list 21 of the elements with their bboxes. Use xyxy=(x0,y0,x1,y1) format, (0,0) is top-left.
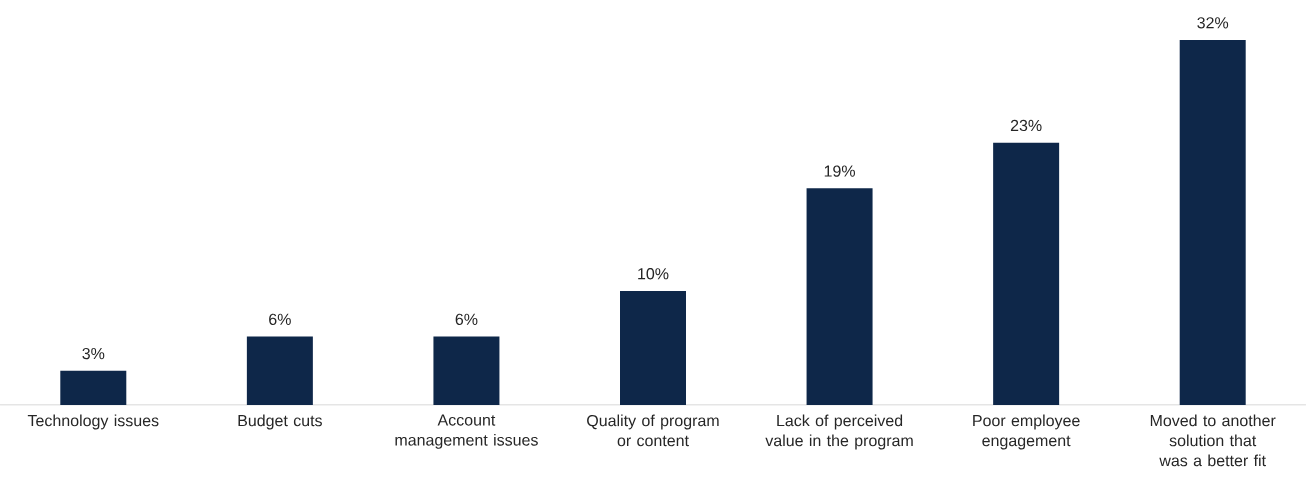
bar xyxy=(60,370,127,405)
bar xyxy=(433,336,500,405)
bar xyxy=(246,336,313,405)
data-label: 3% xyxy=(82,347,105,360)
x-tick-label: Lack of perceived value in the program xyxy=(765,414,913,450)
x-tick-label: Moved to another solution that was a better fit xyxy=(1150,414,1276,467)
bar xyxy=(806,188,873,405)
data-label: 6% xyxy=(269,313,291,326)
x-tick-label: Quality of program or content xyxy=(587,414,719,447)
x-tick-label: Technology issues xyxy=(27,414,159,430)
x-tick-label: Account management issues xyxy=(395,414,538,449)
x-tick-label: Poor employee engagement xyxy=(973,414,1080,450)
data-label: 32% xyxy=(1197,17,1229,29)
data-label: 10% xyxy=(638,268,669,280)
data-label: 23% xyxy=(1010,119,1042,132)
data-label: 19% xyxy=(824,165,856,177)
bar xyxy=(993,142,1060,405)
x-tick-label: Budget cuts xyxy=(238,414,322,430)
bar xyxy=(620,290,686,405)
bar xyxy=(1179,39,1246,405)
data-label: 6% xyxy=(455,313,478,326)
